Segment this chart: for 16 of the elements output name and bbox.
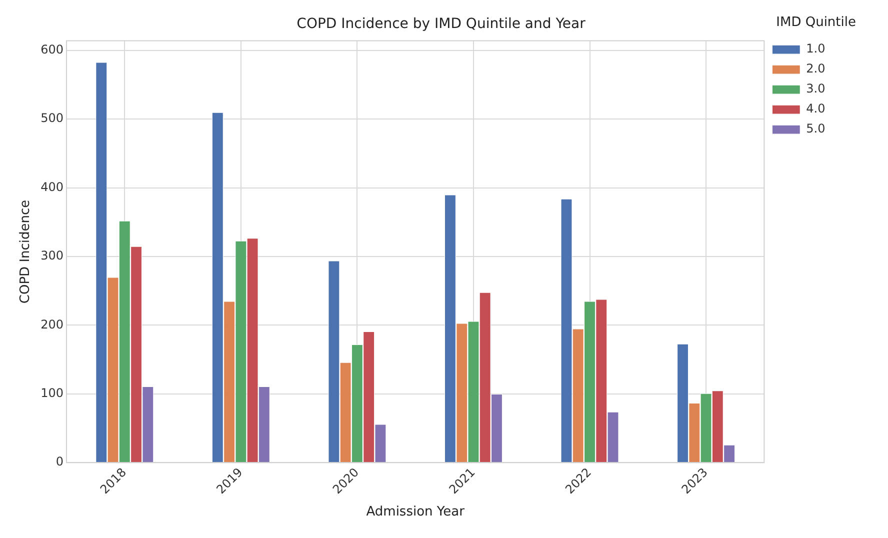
y-tick-label: 500 <box>40 111 64 126</box>
legend-label: 4.0 <box>806 102 826 116</box>
y-axis-title: COPD Incidence <box>18 200 34 304</box>
x-axis-title: Admission Year <box>366 504 466 520</box>
y-tick-label: 100 <box>40 386 64 400</box>
chart-title: COPD Incidence by IMD Quintile and Year <box>296 16 586 32</box>
legend-title: IMD Quintile <box>776 14 856 30</box>
y-tick-label: 200 <box>40 317 64 332</box>
legend-label: 5.0 <box>806 122 826 136</box>
y-tick-label: 400 <box>40 180 64 194</box>
legend-label: 3.0 <box>806 82 826 96</box>
legend-label: 2.0 <box>806 62 826 76</box>
legend-label: 1.0 <box>806 42 826 56</box>
y-tick-label: 600 <box>40 42 64 57</box>
y-tick-label: 300 <box>40 248 64 263</box>
y-tick-label: 0 <box>56 454 64 469</box>
